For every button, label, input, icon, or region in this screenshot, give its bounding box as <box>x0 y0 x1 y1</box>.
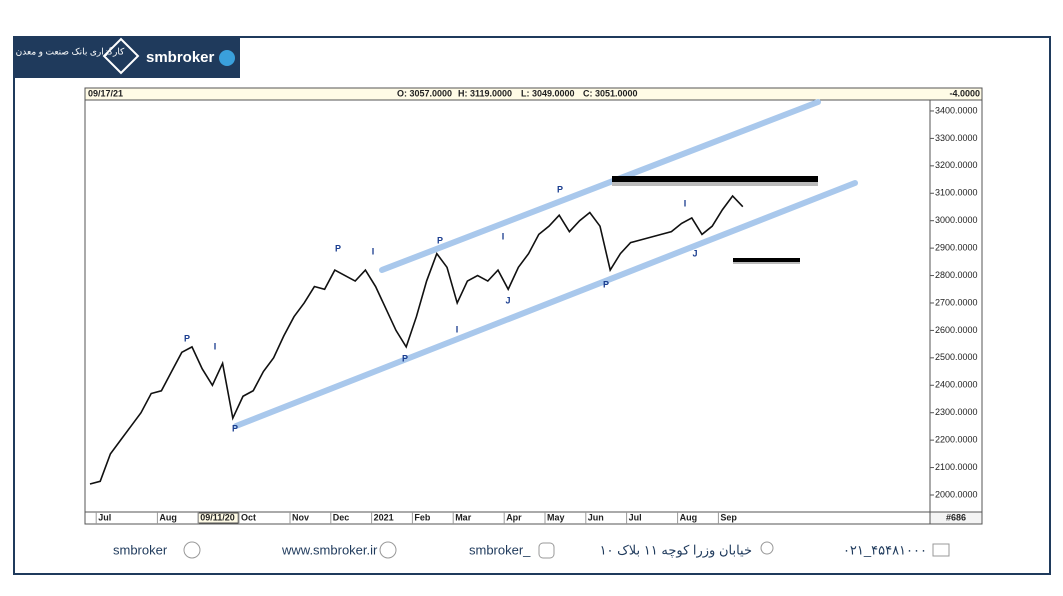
y-tick-label: 3300.0000 <box>935 133 978 143</box>
support-bar <box>733 258 800 262</box>
logo-fa: کارگزاری بانک صنعت و معدن <box>16 45 125 57</box>
x-tick-label: Feb <box>414 512 431 522</box>
y-tick-label: 2500.0000 <box>935 352 978 362</box>
footer-website: www.smbroker.ir <box>281 542 378 557</box>
resistance-shade <box>612 182 818 186</box>
x-tick-label: Sep <box>720 512 737 522</box>
wave-label: P <box>437 235 443 245</box>
wave-label: P <box>184 333 190 343</box>
x-tick-label: Jul <box>98 512 111 522</box>
x-tick-label: 2021 <box>374 512 394 522</box>
x-tick-label: 09/11/20 <box>200 512 235 522</box>
wave-label: P <box>402 353 408 363</box>
footer-telegram: smbroker <box>113 542 168 557</box>
y-tick-label: 2000.0000 <box>935 489 978 499</box>
telegram-icon <box>219 50 235 66</box>
channel-upper <box>379 99 821 273</box>
count-box <box>929 511 983 525</box>
x-tick-label: Aug <box>680 512 698 522</box>
y-tick-label: 2300.0000 <box>935 407 978 417</box>
x-tick-label: Dec <box>333 512 350 522</box>
high: H: 3119.0000 <box>458 88 512 98</box>
close: C: 3051.0000 <box>583 88 638 98</box>
y-tick-label: 3000.0000 <box>935 215 978 225</box>
channel-lower <box>233 180 858 429</box>
open: O: 3057.0000 <box>397 88 452 98</box>
wave-label: J <box>505 295 510 305</box>
y-tick-label: 2200.0000 <box>935 435 978 445</box>
y-tick-label: 2100.0000 <box>935 462 978 472</box>
resistance-bar <box>612 176 818 182</box>
y-tick-label: 2400.0000 <box>935 380 978 390</box>
header-bar <box>84 87 983 101</box>
wave-label: P <box>603 279 609 289</box>
footer-phone: ۰۲۱_۴۵۴۸۱۰۰۰ <box>843 542 927 557</box>
bar-count: #686 <box>946 512 966 522</box>
phone-icon <box>932 543 950 557</box>
x-tick-label: Apr <box>506 512 522 522</box>
wave-label: I <box>372 246 375 256</box>
y-tick-label: 2700.0000 <box>935 297 978 307</box>
logo-name: smbroker <box>146 49 215 66</box>
x-tick-label: Nov <box>292 512 309 522</box>
wave-label: P <box>557 184 563 194</box>
x-tick-label: Mar <box>455 512 472 522</box>
location-icon <box>760 541 774 555</box>
footer: smbroker www.smbroker.ir smbroker_ خیابا… <box>113 541 950 559</box>
y-tick-label: 3400.0000 <box>935 105 978 115</box>
y-tick-label: 2600.0000 <box>935 325 978 335</box>
x-tick-label: Jun <box>588 512 604 522</box>
wave-label: I <box>502 231 505 241</box>
date: 09/17/21 <box>88 88 123 98</box>
support-shade <box>733 262 800 264</box>
wave-label: I <box>684 198 687 208</box>
y-tick-label: 2800.0000 <box>935 270 978 280</box>
x-tick-label: Oct <box>241 512 256 522</box>
instagram-icon <box>538 542 555 559</box>
web-icon <box>379 541 397 559</box>
y-tick-label: 2900.0000 <box>935 242 978 252</box>
footer-address: خیابان وزرا کوچه ۱۱ بلاک ۱۰ <box>600 542 752 558</box>
wave-label: I <box>456 324 459 334</box>
wave-label: I <box>214 341 217 351</box>
y-tick-label: 3200.0000 <box>935 160 978 170</box>
x-tick-label: Aug <box>159 512 177 522</box>
y-tick-label: 3100.0000 <box>935 188 978 198</box>
price-line <box>89 194 744 485</box>
x-tick-label: Jul <box>629 512 642 522</box>
telegram-icon <box>183 541 201 559</box>
low: L: 3049.0000 <box>521 88 575 98</box>
wave-label: P <box>335 243 341 253</box>
wave-label: P <box>232 423 238 433</box>
x-tick-label: May <box>547 512 565 522</box>
change: -4.0000 <box>949 88 980 98</box>
wave-label: J <box>692 248 697 258</box>
logo-icon <box>102 37 140 75</box>
footer-instagram: smbroker_ <box>469 542 531 557</box>
